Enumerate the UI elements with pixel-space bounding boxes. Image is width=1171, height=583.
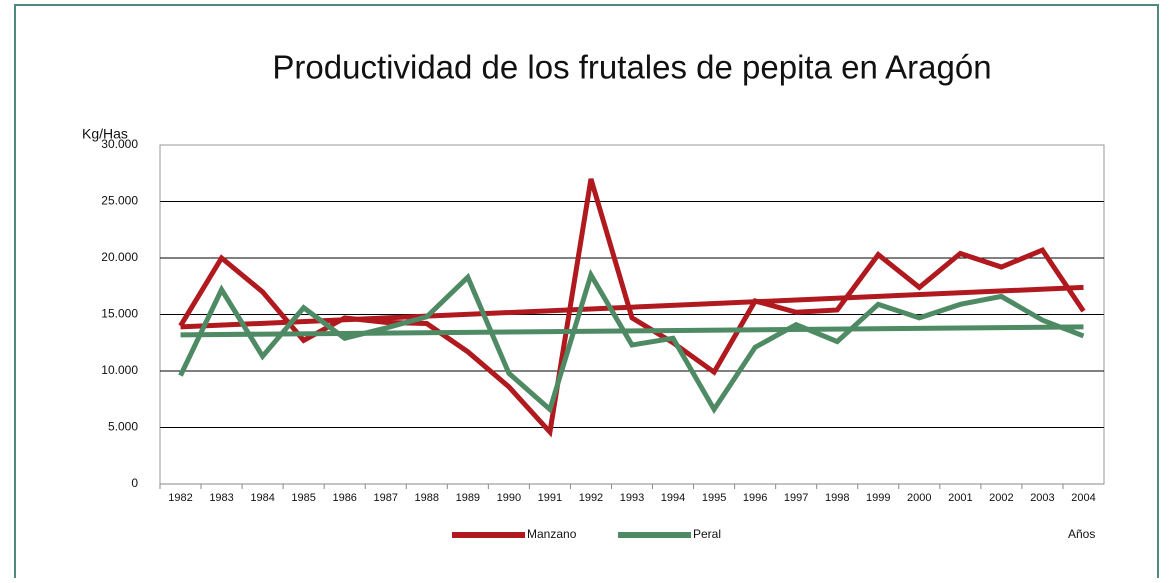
- x-tick-label: 1997: [784, 492, 808, 504]
- x-tick-label: 1990: [497, 492, 521, 504]
- x-tick-label: 2001: [948, 492, 972, 504]
- x-tick-label: 1992: [579, 492, 603, 504]
- x-tick-label: 1982: [168, 492, 192, 504]
- x-tick-label: 1993: [620, 492, 644, 504]
- x-tick-label: 2002: [989, 492, 1013, 504]
- legend-label: Peral: [693, 527, 721, 541]
- trend-line: [180, 324, 1084, 338]
- x-tick-label: 1988: [415, 492, 439, 504]
- x-tick-label: 1991: [538, 492, 562, 504]
- x-tick-label: 2003: [1030, 492, 1054, 504]
- y-tick-label: 0: [131, 476, 138, 490]
- x-tick-label: 1999: [866, 492, 890, 504]
- y-tick-label: 30.000: [101, 137, 138, 151]
- x-tick-label: 2000: [907, 492, 931, 504]
- x-tick-label: 1983: [209, 492, 233, 504]
- trend-line: [180, 284, 1084, 330]
- x-tick-label: 2004: [1071, 492, 1095, 504]
- x-tick-label: 1995: [702, 492, 726, 504]
- x-tick-label: 1998: [825, 492, 849, 504]
- x-axis-label: Años: [1068, 527, 1095, 541]
- x-tick-label: 1989: [456, 492, 480, 504]
- x-tick-label: 1984: [250, 492, 274, 504]
- x-tick-label: 1987: [373, 492, 397, 504]
- y-tick-label: 25.000: [101, 194, 138, 208]
- x-tick-label: 1985: [291, 492, 315, 504]
- y-tick-label: 20.000: [101, 250, 138, 264]
- x-tick-label: 1986: [332, 492, 356, 504]
- y-tick-label: 15.000: [101, 307, 138, 321]
- legend-label: Manzano: [527, 527, 577, 541]
- y-tick-label: 10.000: [101, 363, 138, 377]
- chart-title: Productividad de los frutales de pepita …: [272, 49, 991, 86]
- x-tick-label: 1994: [661, 492, 685, 504]
- series-line: [178, 268, 1085, 415]
- y-tick-label: 5.000: [108, 420, 138, 434]
- x-tick-label: 1996: [743, 492, 767, 504]
- y-axis-label: Kg/Has: [82, 126, 128, 142]
